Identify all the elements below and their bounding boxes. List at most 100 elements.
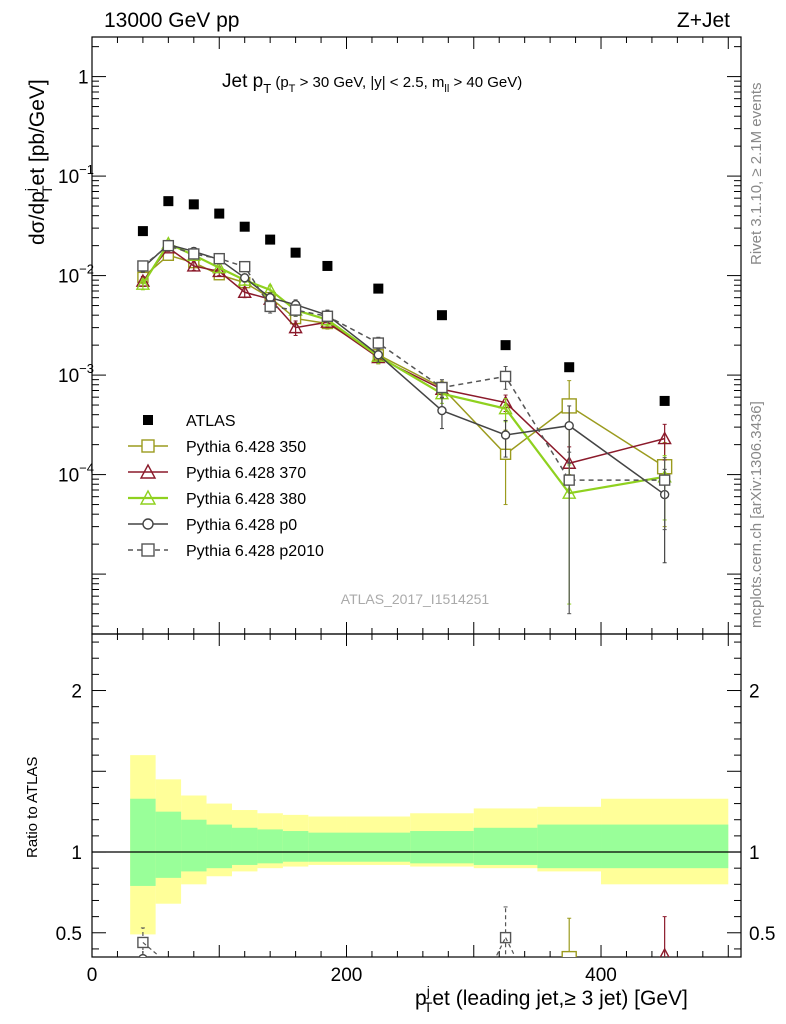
- legend-marker-p380: [139, 489, 157, 505]
- data-point-atlas: [290, 247, 301, 258]
- data-point-p2010: [372, 337, 385, 349]
- y-tick-label: 10−2: [58, 262, 94, 288]
- data-point-atlas: [265, 234, 276, 245]
- data-point-p2010: [289, 304, 302, 316]
- legend-marker-atlas: [143, 415, 153, 425]
- data-point-p380: [212, 260, 227, 274]
- uncertainty-band-inner: [130, 798, 156, 886]
- uncertainty-band-inner: [206, 824, 232, 869]
- data-point-atlas: [239, 221, 250, 232]
- data-point-p2010: [321, 310, 334, 322]
- ratio-y-tick-label-right: 0.5: [749, 924, 775, 945]
- ratio-series-layer: [137, 906, 670, 957]
- data-point-p2010: [137, 260, 149, 272]
- mcplots-label: mcplots.cern.ch [arXiv:1306.3436]: [748, 401, 765, 628]
- uncertainty-band-inner: [231, 827, 258, 865]
- data-point-atlas: [659, 395, 670, 406]
- data-point-p380: [135, 276, 151, 290]
- process-label: Z+Jet: [677, 9, 730, 32]
- uncertainty-band-inner: [181, 819, 207, 872]
- legend-marker-p2010: [141, 543, 155, 557]
- data-point-p370: [212, 264, 227, 278]
- legend-marker-p0: [142, 518, 154, 530]
- analysis-watermark: ATLAS_2017_I1514251: [341, 591, 490, 607]
- x-tick-label: 200: [331, 965, 363, 986]
- data-point-p2010: [188, 248, 200, 260]
- x-axis-label: pj Tet (leading jet,≥ 3 jet) [GeV]: [415, 983, 688, 1015]
- legend-marker-p370: [139, 463, 157, 479]
- legend-label-p370: Pythia 6.428 370: [186, 465, 306, 482]
- ratio-y-tick-label-right: 1: [749, 843, 760, 864]
- y-tick-label: 10−1: [58, 162, 94, 188]
- legend-marker-p350: [141, 439, 155, 453]
- legend-label-p350: Pythia 6.428 350: [186, 439, 306, 456]
- series-layer: [135, 196, 673, 615]
- data-point-p2010: [563, 474, 575, 486]
- data-point-atlas: [322, 260, 333, 271]
- ratio-y-tick-label: 1: [71, 843, 82, 864]
- data-point-atlas: [373, 283, 384, 294]
- data-point-atlas: [500, 340, 511, 351]
- data-point-atlas: [214, 208, 225, 219]
- uncertainty-band-inner: [537, 824, 602, 869]
- uncertainty-band-inner: [282, 831, 309, 862]
- data-point-atlas: [564, 362, 575, 373]
- data-point-p0: [500, 430, 511, 440]
- data-point-p370: [657, 431, 672, 445]
- data-point-atlas: [137, 226, 148, 237]
- ratio-panel: 0 200 400 0.5 0.5 1 1 2 2: [56, 633, 775, 986]
- main-panel: 1 10−1 10−2 10−3 10−4 ATLAS Pythia 6.428 350 Py…: [58, 36, 742, 635]
- y-tick-label: 10−3: [58, 361, 94, 387]
- uncertainty-band-inner: [473, 827, 538, 865]
- x-tick-label: 0: [87, 965, 98, 986]
- uncertainty-band-inner: [155, 811, 182, 878]
- data-point-p2010: [162, 239, 175, 252]
- ratio-y-tick-label: 2: [71, 682, 82, 703]
- data-point-atlas: [163, 196, 174, 207]
- legend-label-p0: Pythia 6.428 p0: [186, 517, 297, 534]
- data-point-p2010: [499, 370, 512, 383]
- ratio-point-p350: [561, 950, 577, 957]
- series-line-p350: [142, 254, 666, 468]
- data-point-p2010: [239, 260, 251, 273]
- energy-label: 13000 GeV pp: [104, 9, 239, 32]
- ratio-y-tick-label: 0.5: [56, 924, 82, 945]
- uncertainty-band-inner: [410, 831, 474, 864]
- data-point-p2010: [213, 252, 225, 265]
- uncertainty-band-inner: [346, 832, 411, 862]
- data-point-p380: [498, 401, 513, 415]
- y-tick-label: 1: [78, 68, 89, 89]
- data-point-p2010: [658, 474, 671, 486]
- x-tick-label: 400: [585, 965, 617, 986]
- uncertainty-band-inner: [308, 832, 347, 862]
- legend-label-p380: Pythia 6.428 380: [186, 491, 306, 508]
- ratio-frame: [91, 633, 742, 958]
- data-point-p0: [437, 405, 447, 416]
- y-tick-label: 10−4: [58, 461, 94, 487]
- data-point-atlas: [188, 199, 199, 210]
- rivet-label: Rivet 3.1.10, ≥ 2.1M events: [748, 83, 765, 266]
- data-point-p370: [237, 284, 252, 298]
- ratio-y-tick-label-right: 2: [749, 682, 760, 703]
- data-point-p0: [373, 350, 384, 360]
- data-point-p0: [564, 421, 574, 431]
- data-point-p0: [240, 273, 250, 283]
- legend-label-p2010: Pythia 6.428 p2010: [186, 543, 324, 560]
- ratio-line-p2010: [505, 937, 516, 956]
- ratio-line-p2010: [142, 942, 159, 956]
- chart-title: Jet pT (pT > 30 GeV, |y| < 2.5, mll > 40…: [222, 71, 522, 96]
- data-point-p370: [288, 320, 303, 334]
- main-y-axis-label: dσ/dpjTet [pb/GeV]: [22, 79, 55, 245]
- data-point-atlas: [436, 310, 447, 321]
- data-point-p370: [186, 258, 201, 272]
- uncertainty-band-inner: [257, 829, 283, 864]
- ratio-y-axis-label: Ratio to ATLAS: [24, 757, 41, 858]
- ratio-point-p370: [659, 947, 670, 957]
- legend-label-atlas: ATLAS: [186, 413, 236, 430]
- ratio-point-p0: [138, 953, 148, 957]
- uncertainty-band-inner: [601, 824, 729, 869]
- data-point-p2010: [436, 381, 448, 394]
- ratio-line-p2010: [496, 937, 507, 956]
- data-point-p2010: [264, 300, 276, 313]
